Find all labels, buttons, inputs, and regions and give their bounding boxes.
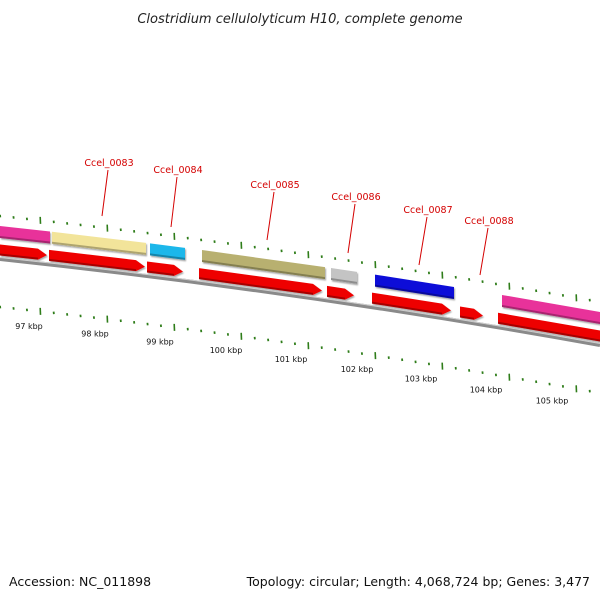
feature-block-shade: [202, 260, 325, 280]
gene-label[interactable]: Ccel_0085: [250, 180, 299, 191]
backbone: [0, 257, 600, 347]
gene-label[interactable]: Ccel_0083: [84, 158, 133, 169]
cds-arrow-shade: [199, 277, 313, 295]
gene-leader-line: [266, 191, 275, 241]
cds-arrow: [0, 244, 47, 260]
gene-label[interactable]: Ccel_0087: [403, 205, 452, 216]
gene-leader-line: [101, 169, 109, 217]
cds-arrow-shade: [49, 258, 136, 272]
gene-label[interactable]: Ccel_0086: [331, 192, 380, 203]
position-label: 103 kbp: [405, 375, 438, 384]
genome-summary-text: Topology: circular; Length: 4,068,724 bp…: [246, 574, 590, 589]
position-label: 102 kbp: [341, 365, 374, 374]
cds-arrow: [460, 306, 483, 320]
position-label: 105 kbp: [536, 397, 569, 406]
position-label: 99 kbp: [146, 338, 174, 347]
position-label: 101 kbp: [275, 355, 308, 364]
position-label: 97 kbp: [15, 322, 43, 331]
inner-tick-ring: [0, 305, 591, 393]
feature-block: [52, 231, 146, 255]
gene-leader-line: [347, 203, 356, 254]
cds-arrow-shade: [372, 301, 442, 315]
feature-block-shade: [375, 284, 454, 300]
cds-arrow: [498, 312, 600, 342]
position-label: 100 kbp: [210, 346, 243, 355]
cds-arrow-shade: [327, 294, 345, 300]
position-label: 104 kbp: [470, 385, 503, 394]
feature-block: [150, 243, 185, 260]
cds-arrow: [199, 268, 322, 295]
cds-arrow: [372, 292, 451, 315]
feature-block: [331, 268, 357, 284]
cds-arrow: [327, 285, 354, 300]
cds-arrow-shade: [0, 253, 38, 260]
feature-track: [0, 226, 600, 324]
cds-track: [0, 244, 600, 342]
outer-tick-ring: [0, 214, 591, 302]
feature-block-shade: [52, 241, 146, 255]
map-title: Clostridium cellulolyticum H10, complete…: [137, 12, 462, 27]
feature-block-shade: [331, 278, 357, 284]
cds-arrow-shade: [147, 270, 174, 276]
gene-leader-line: [479, 227, 489, 276]
feature-block-shade: [502, 304, 600, 324]
feature-block-shade: [150, 253, 185, 260]
feature-block: [502, 294, 600, 324]
cds-arrow: [147, 261, 183, 276]
feature-block-shade: [0, 236, 50, 244]
feature-block: [202, 250, 325, 280]
backbone-line: [0, 257, 600, 347]
cds-arrow: [49, 249, 145, 272]
position-label: 98 kbp: [81, 330, 109, 339]
gene-labels: Ccel_0083 Ccel_0084 Ccel_0085 Ccel_0086 Ccel…: [84, 158, 514, 276]
position-labels: 97 kbp 98 kbp 99 kbp 100 kbp 101 kbp 102 kbp 1…: [15, 322, 568, 405]
cds-arrow-shade: [460, 315, 474, 320]
gene-label[interactable]: Ccel_0084: [153, 165, 202, 176]
gene-label[interactable]: Ccel_0088: [464, 216, 513, 227]
gene-leader-line: [418, 216, 428, 266]
feature-block: [0, 226, 50, 244]
accession-text: Accession: NC_011898: [9, 574, 151, 589]
feature-block: [375, 274, 454, 300]
gene-leader-line: [170, 176, 178, 228]
cds-arrow-shade: [498, 321, 600, 342]
backbone-highlight: [0, 257, 600, 344]
